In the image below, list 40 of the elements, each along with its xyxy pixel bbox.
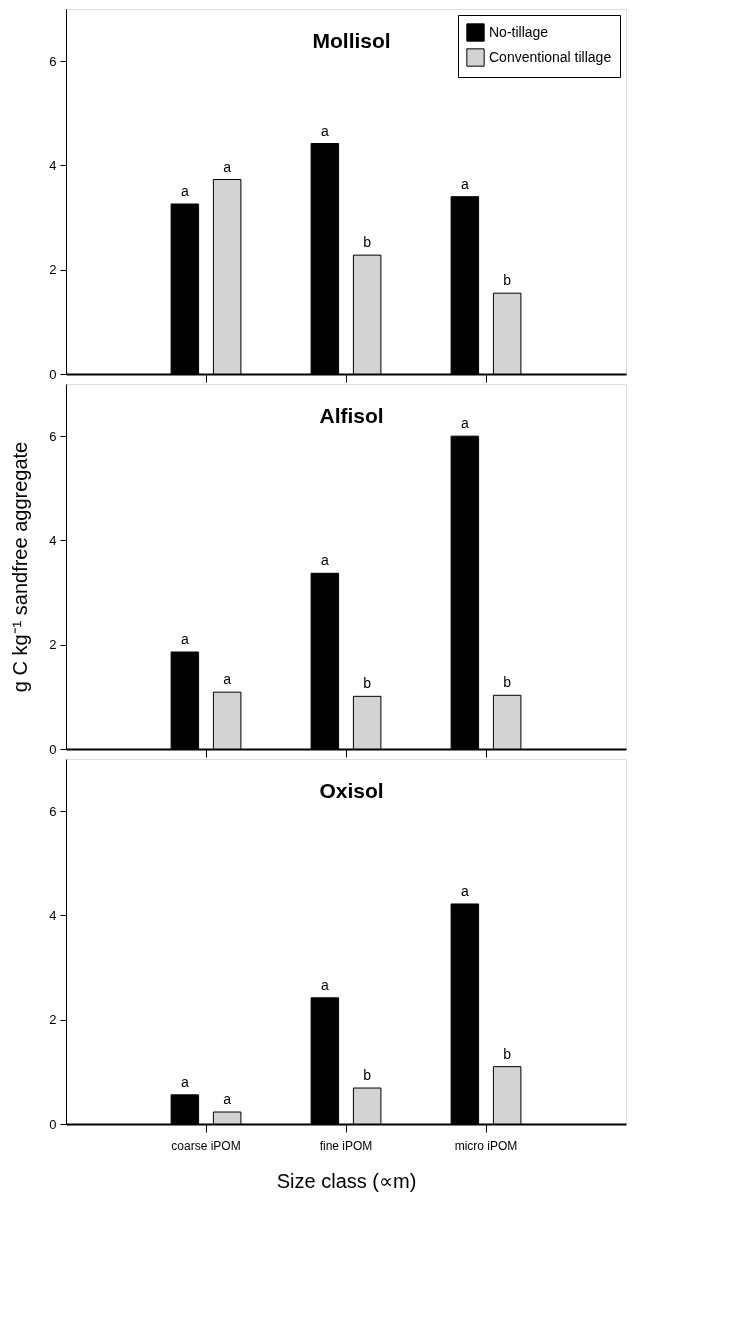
y-tick-label: 6 [49, 428, 57, 444]
text: Oxisol [319, 779, 384, 802]
data-label: a [320, 552, 329, 569]
text: Alfisol [319, 404, 384, 427]
y-tick-label: 4 [49, 532, 57, 548]
data-label: a [180, 631, 189, 648]
data-label: a [320, 122, 329, 139]
data-label: a [223, 671, 232, 688]
x-axis-title: Size class (∝m) [276, 1169, 417, 1192]
text: Mollisol [312, 29, 391, 52]
data-label: b [503, 272, 512, 289]
x-tick-label: fine iPOM [319, 1138, 373, 1153]
y-tick-label: 4 [49, 907, 57, 923]
legend-label: No-tillage [489, 23, 549, 40]
y-axis-title: g C kg⁻¹ sandfree aggregate [9, 441, 32, 693]
y-tick-label: 0 [49, 1116, 57, 1132]
y-tick-label: 0 [49, 366, 57, 382]
data-label: b [363, 1067, 372, 1084]
data-label: b [363, 675, 372, 692]
data-label: a [460, 415, 469, 432]
legend-label: Conventional tillage [489, 48, 612, 65]
data-label: a [180, 183, 189, 200]
y-tick-label: 6 [49, 53, 57, 69]
x-tick-label: coarse iPOM [171, 1138, 241, 1153]
y-tick-label: 2 [49, 1012, 57, 1028]
x-tick-label: micro iPOM [454, 1138, 518, 1153]
data-label: b [363, 234, 372, 251]
data-label: a [460, 882, 469, 899]
y-tick-label: 2 [49, 637, 57, 653]
data-label: b [503, 1045, 512, 1062]
y-tick-label: 2 [49, 262, 57, 278]
data-label: a [223, 158, 232, 175]
y-tick-label: 0 [49, 741, 57, 757]
data-label: a [180, 1073, 189, 1090]
data-label: a [223, 1091, 232, 1108]
data-label: a [320, 976, 329, 993]
y-tick-label: 6 [49, 803, 57, 819]
y-tick-label: 4 [49, 157, 57, 173]
data-label: a [460, 175, 469, 192]
data-label: b [503, 674, 512, 691]
